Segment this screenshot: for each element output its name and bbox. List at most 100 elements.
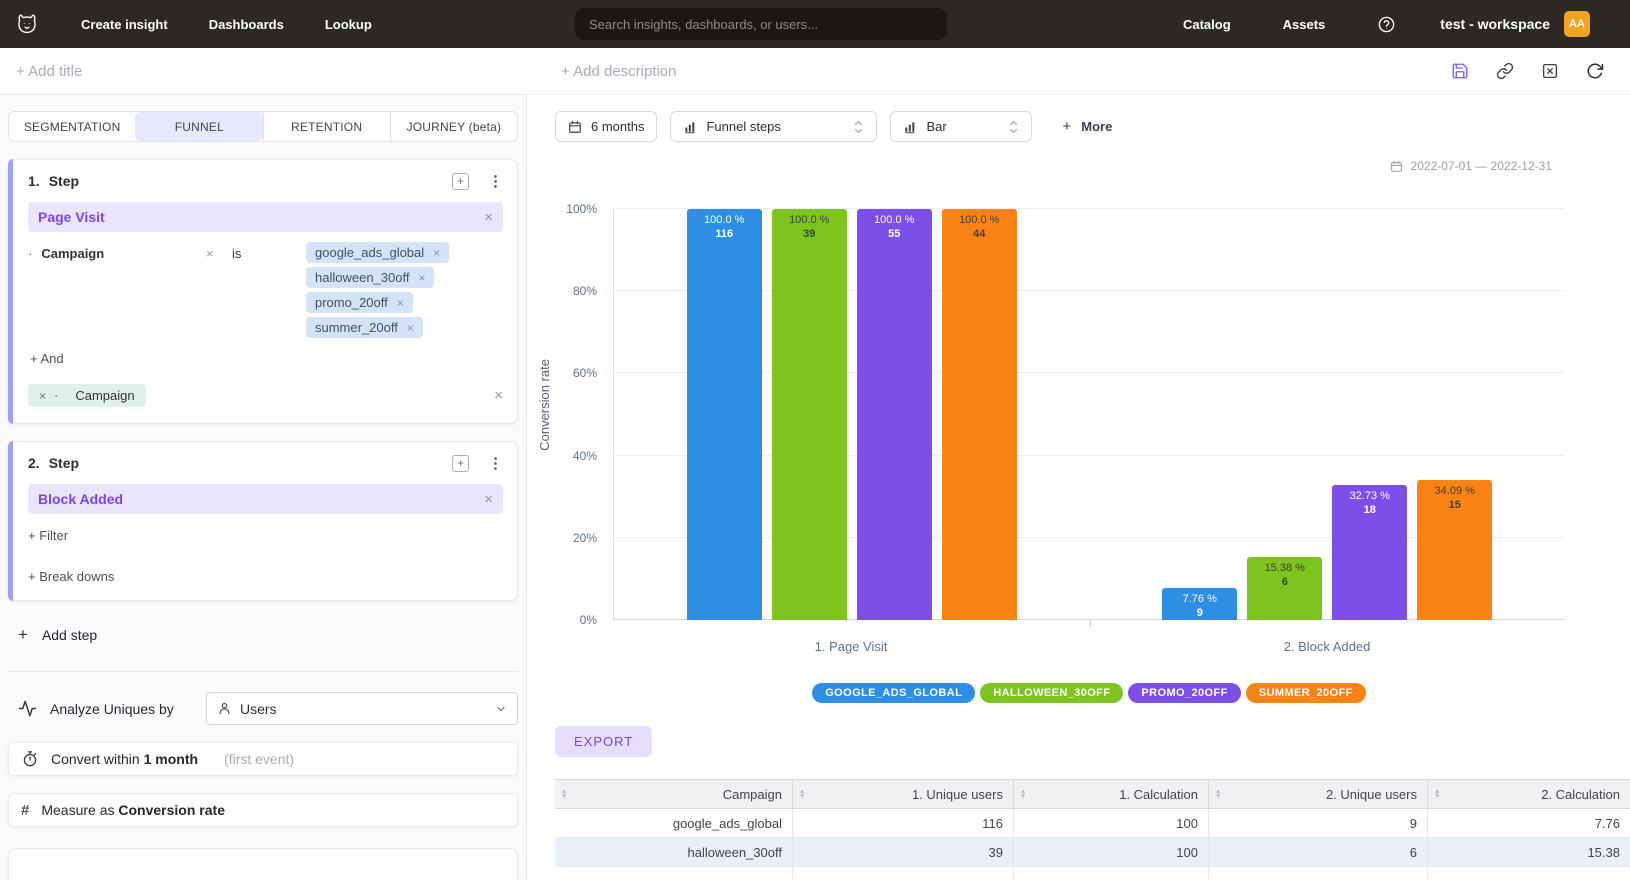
funnel-step-1: 1. Step + ⋮ Page Visit × · Campaign × is …: [8, 159, 518, 424]
sort-icon[interactable]: ▲ ▼: [1434, 788, 1441, 800]
bar-chart-icon: [905, 121, 916, 133]
analyze-unit-select[interactable]: Users: [206, 692, 518, 725]
bar-summer-20off[interactable]: 34.09 % 15: [1417, 479, 1493, 620]
column-label: 2. Calculation: [1541, 786, 1620, 802]
bar-google-ads-global[interactable]: 100.0 % 116: [686, 209, 762, 620]
cell: [555, 867, 793, 879]
funnel-step-2: 2. Step + ⋮ Block Added × + Filter + Bre…: [8, 441, 518, 601]
add-title-button[interactable]: + Add title: [16, 62, 83, 80]
y-tick-label: 60%: [572, 366, 597, 381]
filter-value-halloween-30off[interactable]: halloween_30off ×: [306, 267, 435, 288]
bar-percent-label: 7.76 %: [1182, 593, 1217, 606]
save-icon[interactable]: [1451, 62, 1469, 80]
sort-icon[interactable]: ▲ ▼: [1020, 788, 1027, 800]
filter-value-promo-20off[interactable]: promo_20off ×: [306, 292, 413, 313]
plus-icon: +: [18, 625, 28, 644]
column-header-2-calculation[interactable]: ▲ ▼ 2. Calculation: [1428, 780, 1630, 808]
gridline: [614, 454, 1565, 456]
column-header-campaign[interactable]: ▲ ▼ Campaign: [555, 780, 793, 808]
avatar[interactable]: AA: [1564, 11, 1590, 37]
filter-value-summer-20off[interactable]: summer_20off ×: [306, 317, 423, 338]
y-tick-label: 0%: [579, 613, 597, 627]
more-button[interactable]: + More: [1062, 118, 1113, 135]
step-menu-icon[interactable]: ⋮: [488, 173, 503, 190]
step-menu-icon[interactable]: ⋮: [488, 455, 503, 472]
breakdown-chip[interactable]: × · Campaign: [28, 384, 146, 407]
bar-percent-label: 100.0 %: [874, 214, 915, 226]
export-button[interactable]: EXPORT: [555, 726, 653, 757]
tab-retention[interactable]: RETENTION: [262, 112, 390, 141]
nav-link-catalog[interactable]: Catalog: [1182, 16, 1231, 32]
bar-groups: 100.0 % 116 100.0 % 39 100.0 % 55 100.0 % 44 7.7…: [614, 209, 1565, 620]
sort-icon[interactable]: ▲ ▼: [561, 788, 568, 800]
add-filter-icon[interactable]: +: [452, 172, 469, 190]
add-breakdowns-link[interactable]: + Break downs: [28, 569, 115, 584]
convert-within-setting[interactable]: Convert within 1 month (first event): [8, 742, 518, 776]
bar-promo-20off[interactable]: 32.73 % 18: [1332, 485, 1408, 620]
add-and-condition[interactable]: + And: [30, 351, 64, 366]
link-icon[interactable]: [1496, 62, 1514, 80]
filter-operator[interactable]: is: [232, 246, 242, 261]
remove-breakdown-row-icon[interactable]: ×: [494, 387, 503, 404]
nav-link-create-insight[interactable]: Create insight: [81, 16, 168, 32]
step-2-event[interactable]: Block Added ×: [28, 484, 503, 514]
chart-plot: 100.0 % 116 100.0 % 39 100.0 % 55 100.0 % 44 7.7…: [613, 208, 1565, 627]
remove-event-icon[interactable]: ×: [484, 208, 493, 226]
legend-item-halloween-30off[interactable]: HALLOWEEN_30OFF: [980, 683, 1124, 703]
bar-summer-20off[interactable]: 100.0 % 44: [941, 209, 1017, 620]
gridline: [614, 290, 1565, 292]
bar-google-ads-global[interactable]: 7.76 % 9: [1162, 588, 1238, 620]
cell: 116: [793, 809, 1014, 837]
sort-icon[interactable]: ▲ ▼: [1215, 788, 1222, 800]
nav-link-dashboards[interactable]: Dashboards: [208, 16, 284, 32]
workspace-name[interactable]: test - workspace: [1440, 16, 1550, 32]
activity-icon: [18, 699, 37, 718]
add-description-button[interactable]: + Add description: [561, 62, 677, 80]
search-input[interactable]: [575, 8, 947, 40]
column-header-1-unique-users[interactable]: ▲ ▼ 1. Unique users: [793, 780, 1014, 808]
y-tick-label: 40%: [572, 448, 597, 463]
tab-funnel[interactable]: FUNNEL: [135, 112, 263, 141]
view-select[interactable]: Funnel steps: [670, 111, 878, 142]
step-1-event[interactable]: Page Visit ×: [28, 202, 503, 232]
remove-value-icon[interactable]: ×: [396, 295, 404, 310]
filter-property[interactable]: · Campaign: [28, 246, 105, 261]
bar-percent-label: 100.0 %: [789, 214, 830, 226]
tab-journey-beta[interactable]: JOURNEY (beta): [389, 112, 517, 141]
legend-item-summer-20off[interactable]: SUMMER_20OFF: [1245, 683, 1366, 703]
column-header-2-unique-users[interactable]: ▲ ▼ 2. Unique users: [1209, 780, 1428, 808]
filter-value-google-ads-global[interactable]: google_ads_global ×: [306, 242, 450, 263]
remove-breakdown-icon[interactable]: ×: [39, 388, 47, 403]
chart-legend: GOOGLE_ADS_GLOBAL HALLOWEEN_30OFF PROMO_20…: [613, 683, 1565, 703]
add-step-button[interactable]: + Add step: [18, 625, 98, 644]
help-icon[interactable]: [1377, 15, 1396, 34]
clear-icon[interactable]: [1541, 62, 1559, 80]
bar-promo-20off[interactable]: 100.0 % 55: [856, 209, 932, 620]
add-filter-icon[interactable]: +: [452, 454, 469, 472]
sort-icon[interactable]: ▲ ▼: [799, 788, 806, 800]
next-setting-card[interactable]: [8, 848, 518, 880]
tab-segmentation[interactable]: SEGMENTATION: [23, 119, 121, 134]
measure-as-setting[interactable]: # Measure as Conversion rate: [8, 793, 518, 827]
remove-filter-icon[interactable]: ×: [206, 246, 214, 261]
legend-item-google-ads-global[interactable]: GOOGLE_ADS_GLOBAL: [812, 683, 976, 703]
remove-event-icon[interactable]: ×: [484, 490, 493, 508]
add-filter-link[interactable]: + Filter: [28, 528, 69, 543]
nav-link-assets[interactable]: Assets: [1282, 16, 1326, 32]
remove-value-icon[interactable]: ×: [433, 245, 441, 260]
app-logo-icon[interactable]: [14, 11, 40, 37]
nav-link-lookup[interactable]: Lookup: [324, 16, 372, 32]
remove-value-icon[interactable]: ×: [418, 270, 426, 285]
bar-halloween-30off[interactable]: 100.0 % 39: [771, 209, 847, 620]
legend-item-promo-20off[interactable]: PROMO_20OFF: [1128, 683, 1241, 703]
bar-halloween-30off[interactable]: 15.38 % 6: [1247, 556, 1323, 620]
bar-percent-label: 15.38 %: [1264, 561, 1305, 574]
refresh-icon[interactable]: [1586, 62, 1604, 80]
remove-value-icon[interactable]: ×: [406, 320, 414, 335]
column-label: 2. Unique users: [1325, 786, 1417, 802]
time-range-button[interactable]: 6 months: [555, 111, 658, 142]
chart-type-select[interactable]: Bar: [890, 111, 1033, 142]
column-header-1-calculation[interactable]: ▲ ▼ 1. Calculation: [1014, 780, 1209, 808]
top-nav: Create insight Dashboards Lookup Catalog As…: [0, 0, 1630, 48]
convert-hint: (first event): [224, 751, 295, 767]
